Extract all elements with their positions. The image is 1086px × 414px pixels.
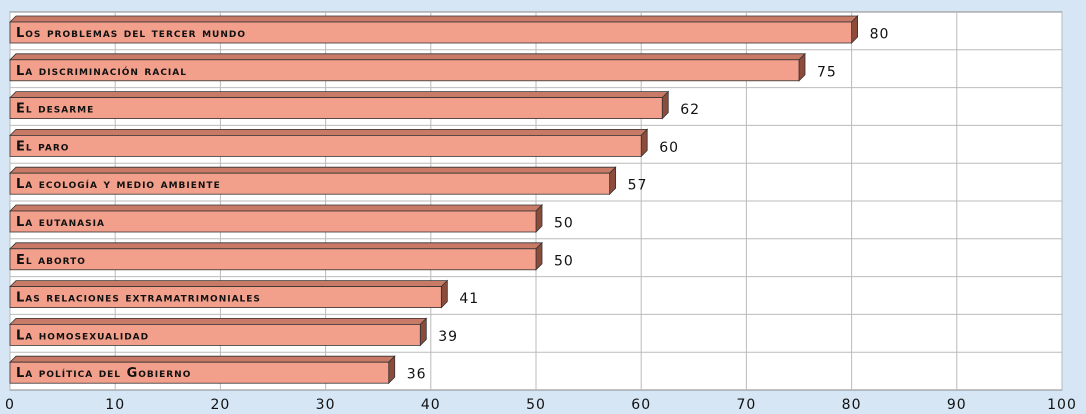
x-tick-label: 10 (105, 397, 125, 413)
bar (9, 21, 852, 44)
x-tick-label: 30 (316, 397, 336, 413)
bar-top (9, 317, 428, 325)
value-label: 80 (870, 27, 890, 43)
category-label: Las relaciones extramatrimoniales (16, 291, 261, 306)
value-label: 36 (407, 367, 427, 383)
value-label: 75 (817, 64, 837, 80)
bar-top (9, 91, 670, 98)
bar (9, 286, 442, 309)
bar (9, 172, 611, 195)
value-label: 50 (554, 253, 574, 269)
category-label: La ecología y medio ambiente (16, 177, 221, 192)
bar-top (9, 242, 543, 250)
x-tick-label: 50 (526, 397, 546, 413)
value-label: 60 (659, 140, 679, 156)
bar (9, 323, 421, 346)
bar (9, 361, 390, 384)
bar (9, 59, 800, 82)
value-label: 57 (628, 178, 648, 194)
x-tick-label: 80 (842, 397, 862, 413)
category-label: La eutanasia (16, 215, 105, 230)
category-label: El desarme (16, 102, 94, 117)
value-label: 62 (680, 102, 700, 118)
category-label: El aborto (16, 253, 86, 268)
bar (9, 248, 537, 271)
category-label: La discriminación racial (16, 64, 187, 79)
bar-top (9, 53, 806, 61)
bar-top (9, 15, 859, 23)
bar (9, 134, 642, 157)
bar-top (9, 355, 396, 363)
x-tick-label: 90 (947, 397, 967, 413)
bar-top (9, 280, 449, 288)
category-label: Los problemas del tercer mundo (16, 26, 246, 41)
x-tick-label: 70 (736, 397, 756, 413)
value-label: 50 (554, 216, 574, 232)
category-label: El paro (16, 139, 69, 154)
x-tick-label: 60 (631, 397, 651, 413)
value-label: 39 (438, 329, 458, 345)
category-label: La homosexualidad (16, 328, 149, 343)
bar-top (9, 166, 617, 174)
bar-top (9, 128, 649, 136)
x-tick-label: 100 (1047, 397, 1077, 413)
bar (9, 210, 537, 233)
bar (9, 97, 663, 119)
x-tick-label: 20 (210, 397, 230, 413)
category-label: La política del Gobierno (16, 366, 191, 381)
value-label: 41 (459, 291, 479, 307)
x-tick-label: 40 (421, 397, 441, 413)
bar-top (9, 204, 543, 212)
x-tick-label: 0 (5, 397, 15, 413)
